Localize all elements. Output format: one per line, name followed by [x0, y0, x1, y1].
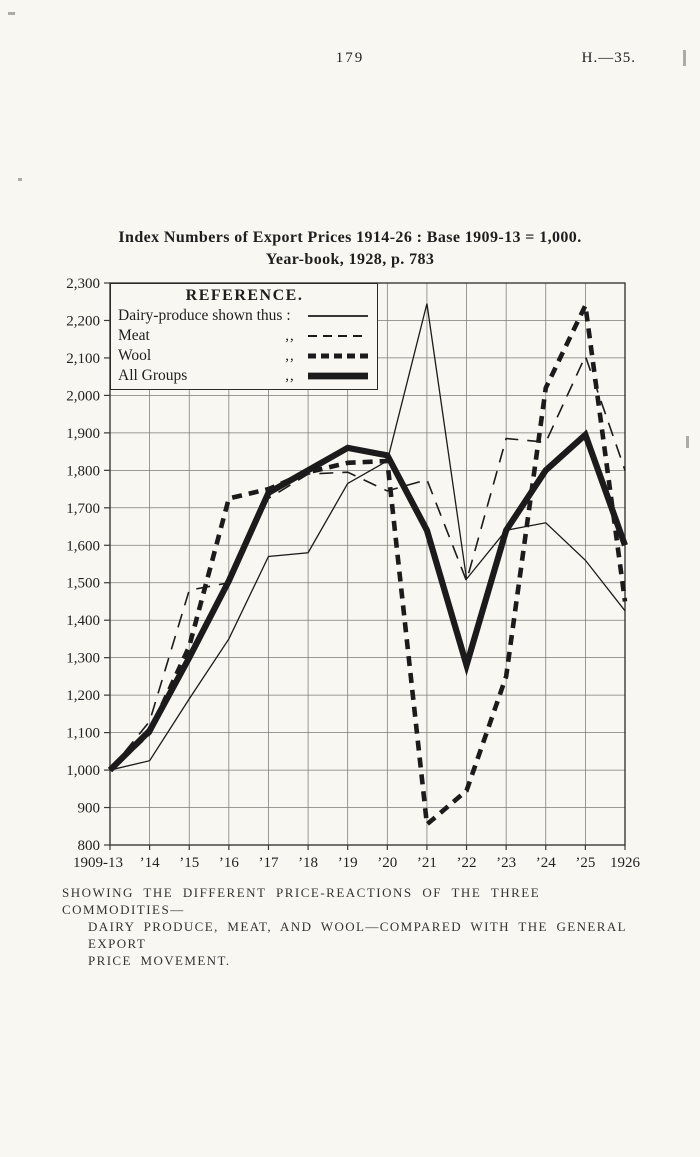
y-axis-label: 1,600	[66, 538, 100, 554]
y-axis-label: 2,300	[66, 276, 100, 292]
caption-line3: PRICE MOVEMENT.	[88, 953, 231, 968]
y-axis-label: 1,800	[66, 463, 100, 479]
chart-title-line1: Index Numbers of Export Prices 1914-26 :…	[118, 229, 582, 246]
chart-title: Index Numbers of Export Prices 1914-26 :…	[0, 227, 700, 271]
y-axis-label: 900	[78, 801, 101, 817]
y-axis-label: 2,100	[66, 351, 100, 367]
all-groups-line-sample-icon	[308, 372, 368, 380]
caption-line2: DAIRY PRODUCE, MEAT, AND WOOL—COMPARED W…	[88, 919, 627, 951]
x-axis-label: ’17	[258, 855, 278, 871]
y-axis-label: 2,200	[66, 313, 100, 329]
y-axis-label: 1,300	[66, 651, 100, 667]
y-axis-label: 1,700	[66, 501, 100, 517]
x-axis-label: 1926	[610, 855, 641, 871]
series-all-groups	[107, 429, 628, 773]
chart-title-line2: Year-book, 1928, p. 783	[265, 251, 435, 268]
ditto-mark: ,,	[285, 367, 295, 384]
series-wool	[108, 297, 628, 829]
x-axis-label: ’19	[338, 855, 358, 871]
x-axis-label: ’23	[496, 855, 516, 871]
ditto-mark: ,,	[285, 347, 295, 364]
y-axis-label: 1,200	[66, 688, 100, 704]
legend-label-all-groups: All Groups	[118, 367, 188, 384]
x-axis-label: 1909-13	[73, 855, 123, 871]
series-dairy-produce	[109, 303, 626, 771]
y-axis-label: 1,500	[66, 576, 100, 592]
x-axis-label: ’14	[140, 855, 160, 871]
y-axis-label: 800	[78, 838, 101, 854]
dairy-line-sample-icon	[308, 315, 368, 317]
legend-label-meat: Meat	[118, 327, 150, 344]
legend-row-dairy: Dairy-produce shown thus :	[118, 306, 371, 326]
figure-caption: SHOWING THE DIFFERENT PRICE-REACTIONS OF…	[62, 884, 647, 969]
scan-artifact	[18, 178, 22, 181]
y-axis-label: 1,400	[66, 613, 100, 629]
x-axis-label: ’21	[417, 855, 437, 871]
scan-artifact	[8, 12, 15, 15]
series-meat	[109, 353, 626, 771]
x-axis-label: ’22	[457, 855, 477, 871]
x-axis-label: ’16	[219, 855, 239, 871]
x-axis-label: ’20	[377, 855, 397, 871]
legend-row-meat: Meat ,,	[118, 326, 371, 346]
legend-label-wool: Wool	[118, 347, 152, 364]
legend-label-dairy: Dairy-produce shown thus :	[118, 307, 291, 324]
x-axis-label: ’18	[298, 855, 318, 871]
chart-legend: REFERENCE. Dairy-produce shown thus : Me…	[110, 283, 378, 390]
scan-artifact	[686, 436, 689, 448]
legend-row-all-groups: All Groups ,,	[118, 366, 371, 386]
meat-line-sample-icon	[308, 334, 368, 338]
caption-line1: SHOWING THE DIFFERENT PRICE-REACTIONS OF…	[62, 885, 541, 917]
legend-row-wool: Wool ,,	[118, 346, 371, 366]
y-axis-label: 1,900	[66, 426, 100, 442]
page-number: 179	[335, 50, 365, 66]
legend-title: REFERENCE.	[185, 287, 304, 304]
x-axis-label: ’24	[536, 855, 556, 871]
ditto-mark: ,,	[285, 327, 295, 344]
x-axis-label: ’15	[179, 855, 199, 871]
page-reference: H.—35.	[581, 50, 636, 66]
wool-line-sample-icon	[308, 353, 368, 359]
y-axis-label: 1,000	[66, 763, 100, 779]
x-axis-label: ’25	[575, 855, 595, 871]
y-axis-label: 2,000	[66, 388, 100, 404]
y-axis-label: 1,100	[66, 726, 100, 742]
scan-artifact	[683, 50, 686, 66]
